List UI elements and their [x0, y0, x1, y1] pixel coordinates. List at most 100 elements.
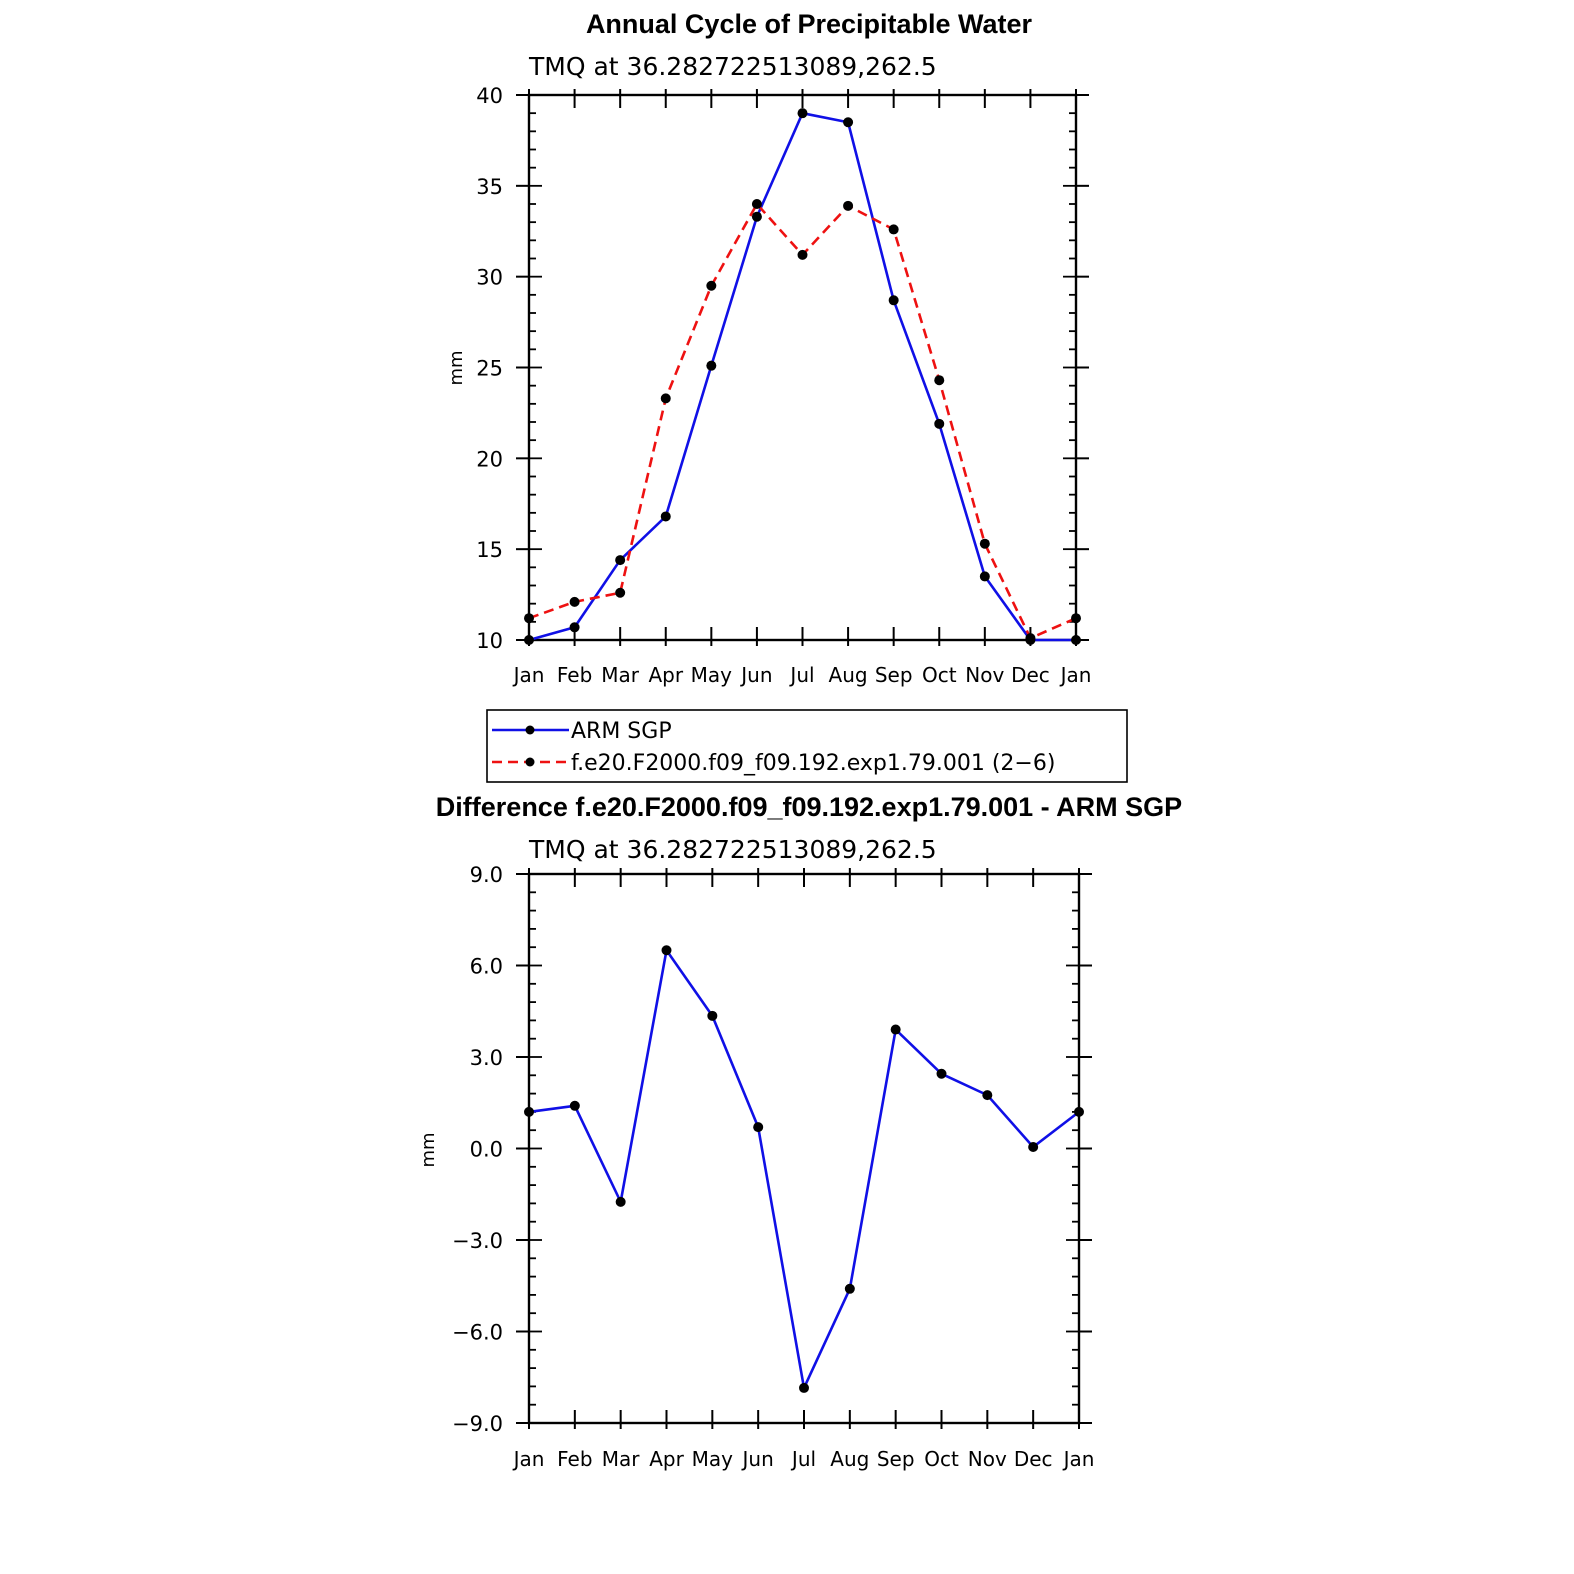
y-tick-label: 30 [476, 266, 503, 290]
x-tick-label: Aug [830, 1447, 869, 1471]
data-point [569, 596, 580, 607]
y-tick-label: 10 [476, 629, 503, 653]
data-point [844, 1283, 855, 1294]
legend-marker-model [525, 757, 535, 767]
x-tick-label: Jan [512, 1447, 545, 1471]
data-point [707, 1010, 718, 1021]
x-tick-label: May [691, 663, 733, 687]
legend: ARM SGP f.e20.F2000.f09_f09.192.exp1.79.… [486, 709, 1128, 783]
annual-cycle-chart: Annual Cycle of Precipitable Water TMQ a… [446, 9, 1091, 687]
x-tick-label: Jan [1062, 1447, 1095, 1471]
x-tick-label: Feb [557, 663, 592, 687]
data-point [1025, 633, 1036, 644]
y-axis-label: mm [418, 1132, 439, 1167]
data-point [524, 613, 534, 624]
data-point [706, 280, 717, 291]
data-point [797, 108, 808, 119]
data-point [1074, 1106, 1084, 1117]
y-tick-label: 0.0 [470, 1138, 503, 1162]
y-tick-label: 6.0 [470, 955, 503, 979]
x-tick-label: Jul [790, 1447, 816, 1471]
data-point [799, 1382, 809, 1393]
y-tick-label: 25 [476, 357, 503, 381]
x-tick-label: Jan [1059, 663, 1092, 687]
x-tick-label: Jun [741, 1447, 774, 1471]
x-tick-label: Apr [648, 663, 683, 687]
axes-frame: Jan Feb Mar Apr May Jun Jul Aug Sep Oct Nov Dec Jan−… [452, 863, 1094, 1471]
x-tick-label: Jun [739, 663, 772, 687]
x-tick-label: Dec [1014, 1447, 1053, 1471]
x-tick-label: Sep [877, 1447, 915, 1471]
data-point [751, 211, 762, 222]
data-point [569, 1100, 580, 1111]
legend-box [486, 709, 1128, 783]
x-tick-label: Sep [875, 663, 913, 687]
data-point [660, 393, 671, 404]
x-tick-label: Jan [512, 663, 545, 687]
data-point [979, 571, 990, 582]
y-tick-label: −3.0 [452, 1229, 503, 1253]
data-point [753, 1122, 764, 1133]
data-point [1071, 613, 1081, 624]
data-point [843, 200, 854, 211]
y-tick-label: −9.0 [452, 1412, 503, 1436]
x-tick-label: Mar [601, 663, 640, 687]
series-layer [524, 108, 1081, 645]
data-point [797, 249, 808, 260]
data-point [1028, 1141, 1039, 1152]
x-tick-label: Apr [649, 1447, 684, 1471]
y-tick-label: −6.0 [452, 1321, 503, 1345]
data-point [843, 117, 854, 128]
data-point [661, 945, 672, 956]
data-point [524, 635, 534, 645]
x-tick-label: Mar [602, 1447, 641, 1471]
series-line-0 [528, 948, 1080, 1390]
y-tick-label: 35 [476, 175, 503, 199]
x-tick-label: Oct [924, 1447, 959, 1471]
axes-frame: Jan Feb Mar Apr May Jun Jul Aug Sep Oct Nov Dec Jan 1… [476, 84, 1091, 687]
data-point [979, 538, 990, 549]
series-layer [524, 945, 1084, 1393]
plot-frame [527, 872, 1081, 1425]
difference-chart: Difference f.e20.F2000.f09_f09.192.exp1.… [418, 792, 1182, 1471]
legend-label-arm-sgp: ARM SGP [571, 719, 672, 744]
data-point [890, 1024, 901, 1035]
data-point [888, 224, 899, 235]
data-point [1071, 635, 1081, 645]
y-tick-label: 20 [476, 447, 503, 471]
data-point [615, 587, 626, 598]
data-point [936, 1068, 947, 1079]
chart-title: Difference f.e20.F2000.f09_f09.192.exp1.… [436, 792, 1182, 822]
x-tick-label: Dec [1011, 663, 1050, 687]
x-tick-label: Aug [829, 663, 868, 687]
data-point [660, 511, 671, 522]
chart-subtitle: TMQ at 36.282722513089,262.5 [528, 52, 937, 81]
data-point [934, 418, 945, 429]
x-tick-label: Nov [968, 1447, 1007, 1471]
data-point [569, 622, 580, 633]
y-tick-label: 9.0 [470, 863, 503, 887]
data-point [706, 360, 717, 371]
legend-label-model: f.e20.F2000.f09_f09.192.exp1.79.001 (2−6… [571, 751, 1055, 776]
data-point [615, 1196, 626, 1207]
data-point [982, 1090, 993, 1101]
data-point [751, 199, 762, 209]
chart-title: Annual Cycle of Precipitable Water [586, 9, 1033, 39]
x-tick-label: Oct [922, 663, 957, 687]
data-point [615, 555, 626, 566]
x-tick-label: May [692, 1447, 734, 1471]
x-tick-label: Feb [557, 1447, 592, 1471]
chart-subtitle: TMQ at 36.282722513089,262.5 [528, 835, 937, 864]
y-tick-label: 15 [476, 538, 503, 562]
legend-marker-arm-sgp [525, 725, 535, 735]
x-tick-label: Nov [965, 663, 1004, 687]
x-tick-label: Jul [788, 663, 814, 687]
data-point [934, 375, 945, 386]
data-point [524, 1106, 534, 1117]
y-tick-label: 3.0 [470, 1046, 503, 1070]
y-tick-label: 40 [476, 84, 503, 108]
plot-frame [527, 93, 1078, 642]
y-axis-label: mm [446, 350, 467, 385]
data-point [888, 295, 899, 306]
